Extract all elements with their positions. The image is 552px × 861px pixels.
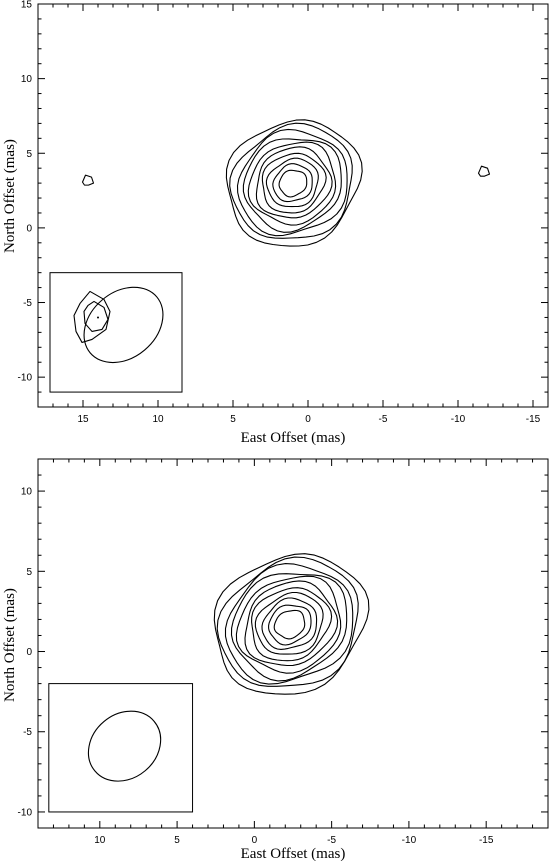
x-tick-label: -10 [402,835,417,846]
source-contour [225,119,363,247]
secondary-component-contour [81,174,95,186]
beam-inset-frame [48,683,194,813]
source-contour [236,128,348,237]
source-contour [216,556,359,687]
plot-frame [37,458,549,829]
source-contour [244,580,339,667]
secondary-component-contour [477,165,491,177]
x-tick-label: -5 [379,414,388,425]
inset-core-marker [97,316,99,319]
y-tick-label: -5 [23,298,32,309]
source-contour [261,597,318,650]
source-contour [247,141,337,226]
y-tick-label: -5 [23,727,32,738]
source-contour [242,138,342,233]
y-axis-label: North Offset (mas) [2,588,18,702]
x-tick-label: 0 [305,414,311,425]
x-tick-label: -15 [479,835,494,846]
source-contour [213,553,370,695]
x-tick-label: 5 [230,414,236,425]
source-contour [230,573,348,682]
x-tick-label: 15 [77,414,89,425]
x-axis-label: East Offset (mas) [241,430,346,446]
x-axis-label: East Offset (mas) [241,846,346,861]
beam-ellipse [87,710,162,782]
x-tick-label: -15 [526,414,541,425]
source-contour [265,157,319,208]
plot-frame [37,3,549,408]
source-contour [261,152,327,214]
bottom-panel: 10 5 0 -5 -10 -15 -10 -5 0 5 10 East Offset (mas) No… [2,458,549,861]
inset-core-contour [83,300,109,332]
x-tick-label: 10 [94,835,106,846]
top-panel: 15 10 5 0 -5 -10 -15 -10 -5 0 5 10 15 East Offset (ma… [2,0,549,446]
y-tick-label: 5 [26,149,32,160]
source-contour [255,146,333,219]
source-contour [251,587,333,662]
x-tick-label: 5 [174,835,180,846]
beam-inset [48,683,194,813]
x-tick-label: 10 [152,414,164,425]
x-tick-label: -5 [327,835,336,846]
y-axis-label: North Offset (mas) [2,139,18,253]
y-tick-label: 15 [21,0,33,11]
source-contour [273,609,306,640]
beam-ellipse [83,286,164,364]
beam-inset-frame [49,272,183,393]
source-contour [229,122,353,239]
y-tick-label: 10 [21,74,33,85]
inset-core-contour [73,290,111,343]
y-tick-label: 0 [26,647,32,658]
y-tick-label: 0 [26,223,32,234]
source-contour [268,604,312,646]
y-tick-label: -10 [18,373,33,384]
y-tick-label: 10 [21,487,33,498]
source-contour [278,169,308,198]
source-contour [224,563,354,685]
x-tick-label: 0 [252,835,258,846]
source-contour [272,163,313,203]
source-contour [235,575,342,674]
source-contour [254,591,324,655]
x-tick-label: -10 [451,414,466,425]
y-tick-label: 5 [26,567,32,578]
y-tick-label: -10 [18,807,33,818]
beam-inset [49,272,183,393]
